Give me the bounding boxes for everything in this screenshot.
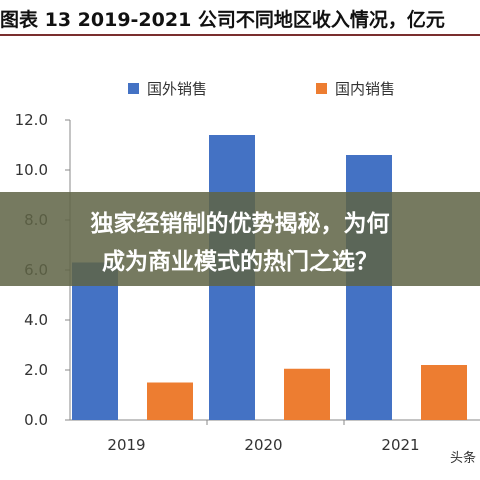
legend: 国外销售 国内销售 <box>128 80 395 98</box>
bar-domestic-2020 <box>284 368 330 420</box>
watermark-text: 头条 <box>449 451 476 466</box>
legend-swatch-domestic <box>316 83 327 94</box>
x-axis-ticks: 2019 2020 2021 <box>107 420 420 454</box>
banner-line-1: 独家经销制的优势揭秘，为何 <box>90 211 390 237</box>
y-tick-label: 4.0 <box>24 311 48 329</box>
x-tick-label-2020: 2020 <box>244 436 282 454</box>
y-tick-label: 2.0 <box>24 361 48 379</box>
x-tick-label-2021: 2021 <box>381 436 419 454</box>
bar-domestic-2021 <box>421 365 467 420</box>
legend-label-foreign: 国外销售 <box>147 80 207 98</box>
y-tick-label: 10.0 <box>15 161 48 179</box>
y-tick-label: 12.0 <box>15 111 48 129</box>
title-bar: 图表 13 2019-2021 公司不同地区收入情况，亿元 <box>0 0 480 36</box>
y-tick-label: 0.0 <box>24 411 48 429</box>
x-tick-label-2019: 2019 <box>107 436 145 454</box>
banner-line-2: 成为商业模式的热门之选？ <box>102 249 378 275</box>
legend-label-domestic: 国内销售 <box>335 80 395 98</box>
bar-domestic-2019 <box>147 382 193 420</box>
overlay-banner: 独家经销制的优势揭秘，为何 成为商业模式的热门之选？ <box>0 192 480 286</box>
chart-title: 图表 13 2019-2021 公司不同地区收入情况，亿元 <box>0 9 445 31</box>
legend-swatch-foreign <box>128 83 139 94</box>
y-axis-ticks: 0.02.04.06.08.010.012.0 <box>15 111 70 429</box>
bar-foreign-2019 <box>72 262 118 420</box>
